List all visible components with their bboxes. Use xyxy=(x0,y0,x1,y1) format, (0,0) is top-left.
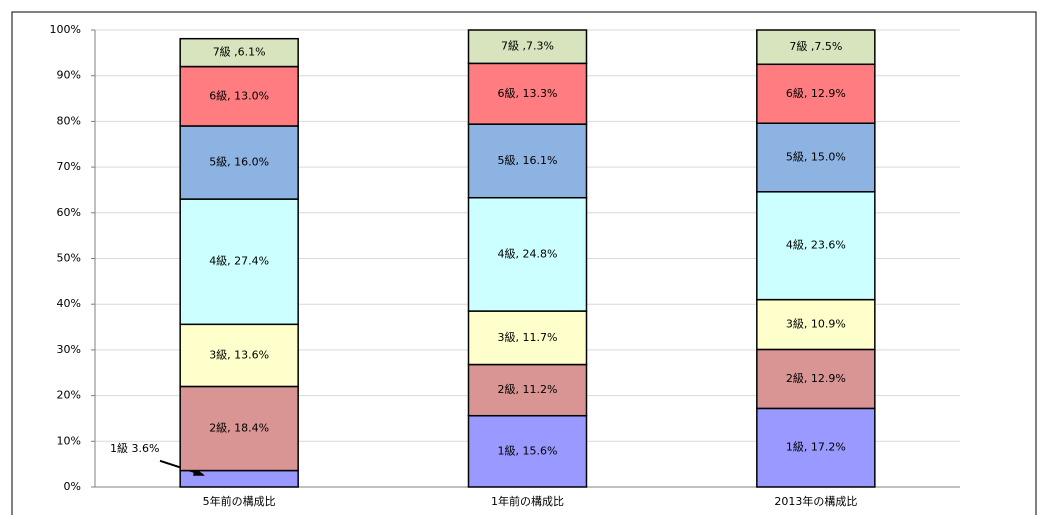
y-tick-label: 90% xyxy=(57,69,81,82)
bar-segment xyxy=(179,198,299,326)
bar-segment xyxy=(467,29,588,65)
data-label: 2級, 11.2% xyxy=(498,383,558,396)
x-tick-label: 5年前の構成比 xyxy=(203,494,276,508)
y-tick-label: 60% xyxy=(57,206,81,219)
data-label: 5級, 15.0% xyxy=(786,151,846,164)
y-tick-label: 30% xyxy=(57,343,81,356)
bar-segment xyxy=(467,196,588,312)
data-label: 1級 3.6% xyxy=(110,442,159,455)
data-label: 2級, 18.4% xyxy=(209,422,269,435)
bar-segment xyxy=(756,29,876,66)
bar-segment xyxy=(467,363,588,417)
bar-segment xyxy=(756,63,876,124)
bar-segment xyxy=(467,310,588,366)
y-tick-label: 50% xyxy=(57,252,81,265)
bar-segment xyxy=(756,191,876,301)
y-tick-label: 40% xyxy=(57,297,81,310)
y-tick-label: 70% xyxy=(57,160,81,173)
data-label: 4級, 23.6% xyxy=(786,239,846,252)
data-label: 6級, 13.0% xyxy=(209,89,269,102)
bar-segment xyxy=(179,37,299,68)
bar-segment xyxy=(756,122,876,193)
data-label: 7級 ,7.3% xyxy=(501,40,554,53)
data-label: 4級, 27.4% xyxy=(209,255,269,268)
data-label: 4級, 24.8% xyxy=(498,247,558,260)
data-label: 3級, 11.7% xyxy=(498,331,558,344)
y-tick-label: 10% xyxy=(57,434,81,447)
y-tick-label: 80% xyxy=(57,114,81,127)
bar-segment xyxy=(756,407,876,488)
data-label: 7級 ,6.1% xyxy=(213,46,266,59)
y-tick-label: 0% xyxy=(64,480,81,493)
y-tick-label: 20% xyxy=(57,389,81,402)
data-label: 1級, 15.6% xyxy=(498,444,558,457)
bar-segment xyxy=(179,65,299,127)
data-label: 3級, 13.6% xyxy=(209,348,269,361)
bar-segment xyxy=(467,123,588,199)
frame xyxy=(11,11,1037,515)
bar-segment xyxy=(756,298,876,351)
bar-segment xyxy=(179,323,299,388)
data-label: 6級, 12.9% xyxy=(786,87,846,100)
data-label: 7級 ,7.5% xyxy=(789,40,842,53)
data-label: 5級, 16.1% xyxy=(498,154,558,167)
data-label: 3級, 10.9% xyxy=(786,318,846,331)
x-tick-label: 1年前の構成比 xyxy=(491,494,564,508)
bar-segment xyxy=(179,385,299,472)
data-label: 2級, 12.9% xyxy=(786,372,846,385)
bar-segment xyxy=(467,62,588,125)
data-label: 1級, 17.2% xyxy=(786,441,846,454)
data-label: 6級, 13.3% xyxy=(498,87,558,100)
y-tick-label: 100% xyxy=(50,23,81,36)
data-label: 5級, 16.0% xyxy=(209,156,269,169)
x-tick-label: 2013年の構成比 xyxy=(774,494,857,508)
bar-segment xyxy=(179,125,299,200)
